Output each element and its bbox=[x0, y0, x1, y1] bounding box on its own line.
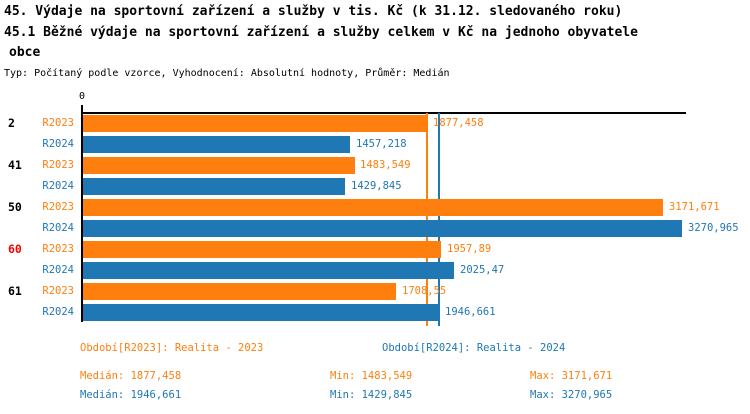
bar-value-label: 1957,89 bbox=[447, 243, 492, 255]
bar-value-label: 3171,671 bbox=[669, 201, 720, 213]
bar-group-2: 2 R2023 1877,458 R2024 1457,218 bbox=[0, 115, 750, 153]
stat-min-r2024: Min: 1429,845 bbox=[330, 389, 413, 401]
category-label-41: 41 bbox=[8, 158, 22, 172]
bar-value-label: 1708,55 bbox=[402, 285, 447, 297]
report-header: 45. Výdaje na sportovní zařízení a služb… bbox=[4, 2, 638, 79]
bar-group-41: 41 R2023 1483,549 R2024 1429,845 bbox=[0, 157, 750, 195]
bar-r2023-50 bbox=[83, 199, 664, 216]
series-label-r2024: R2024 bbox=[42, 306, 74, 318]
category-label-61: 61 bbox=[8, 284, 22, 298]
bar-value-label: 1877,458 bbox=[433, 117, 484, 129]
bar-row: 41 R2023 1483,549 bbox=[0, 157, 750, 174]
series-label-r2023: R2023 bbox=[42, 243, 74, 255]
bar-row: R2024 1946,661 bbox=[0, 304, 750, 321]
bar-row: R2024 1457,218 bbox=[0, 136, 750, 153]
bar-rows-container: 2 R2023 1877,458 R2024 1457,218 41 R2023 1483,5… bbox=[0, 115, 750, 325]
series-label-r2024: R2024 bbox=[42, 264, 74, 276]
category-label-60: 60 bbox=[8, 242, 22, 256]
bar-value-label: 1483,549 bbox=[360, 159, 411, 171]
series-label-r2024: R2024 bbox=[42, 222, 74, 234]
stat-max-r2024: Max: 3270,965 bbox=[530, 389, 613, 401]
bar-group-50: 50 R2023 3171,671 R2024 3270,965 bbox=[0, 199, 750, 237]
bar-r2024-50 bbox=[83, 220, 682, 237]
axis-zero-label: 0 bbox=[78, 91, 86, 102]
bar-value-label: 1429,845 bbox=[351, 180, 402, 192]
report-meta-info: Typ: Počítaný podle vzorce, Vyhodnocení:… bbox=[4, 67, 450, 79]
bar-r2024-41 bbox=[83, 178, 345, 195]
legend-r2024-label: Období[R2024]: Realita - 2024 bbox=[382, 342, 566, 354]
bar-r2024-60 bbox=[83, 262, 454, 279]
category-label-50: 50 bbox=[8, 200, 22, 214]
series-label-r2023: R2023 bbox=[42, 285, 74, 297]
x-axis-line bbox=[81, 112, 686, 114]
report-title-line-1: 45. Výdaje na sportovní zařízení a služb… bbox=[4, 4, 623, 19]
report-title-line-2: 45.1 Běžné výdaje na sportovní zařízení … bbox=[4, 24, 638, 40]
median-line-r2024 bbox=[438, 113, 440, 326]
bar-row: 60 R2023 1957,89 bbox=[0, 241, 750, 258]
stat-max-r2023: Max: 3171,671 bbox=[530, 370, 613, 382]
bar-r2023-61 bbox=[83, 283, 396, 300]
bar-r2023-41 bbox=[83, 157, 355, 174]
bar-value-label: 1457,218 bbox=[356, 138, 407, 150]
bar-group-60: 60 R2023 1957,89 R2024 2025,47 bbox=[0, 241, 750, 279]
bar-r2024-61 bbox=[83, 304, 440, 321]
bar-r2024-2 bbox=[83, 136, 350, 153]
bar-group-61: 61 R2023 1708,55 R2024 1946,661 bbox=[0, 283, 750, 321]
stat-median-r2024: Medián: 1946,661 bbox=[80, 389, 182, 401]
median-line-r2023 bbox=[426, 113, 428, 326]
bar-row: R2024 3270,965 bbox=[0, 220, 750, 237]
bar-value-label: 2025,47 bbox=[460, 264, 505, 276]
y-axis-line bbox=[81, 105, 83, 322]
stat-min-r2023: Min: 1483,549 bbox=[330, 370, 413, 382]
bar-row: 61 R2023 1708,55 bbox=[0, 283, 750, 300]
series-label-r2023: R2023 bbox=[42, 117, 74, 129]
series-label-r2023: R2023 bbox=[42, 201, 74, 213]
bar-row: R2024 1429,845 bbox=[0, 178, 750, 195]
legend-r2023-label: Období[R2023]: Realita - 2023 bbox=[80, 342, 264, 354]
series-label-r2024: R2024 bbox=[42, 180, 74, 192]
category-label-2: 2 bbox=[8, 116, 15, 130]
bar-row: R2024 2025,47 bbox=[0, 262, 750, 279]
bar-r2023-60 bbox=[83, 241, 442, 258]
bar-r2023-2 bbox=[83, 115, 427, 132]
stat-median-r2023: Medián: 1877,458 bbox=[80, 370, 182, 382]
series-label-r2024: R2024 bbox=[42, 138, 74, 150]
report-title-line-3: obce bbox=[9, 45, 41, 60]
bar-value-label: 1946,661 bbox=[445, 306, 496, 318]
bar-value-label: 3270,965 bbox=[688, 222, 739, 234]
bar-row: 2 R2023 1877,458 bbox=[0, 115, 750, 132]
series-label-r2023: R2023 bbox=[42, 159, 74, 171]
bar-row: 50 R2023 3171,671 bbox=[0, 199, 750, 216]
